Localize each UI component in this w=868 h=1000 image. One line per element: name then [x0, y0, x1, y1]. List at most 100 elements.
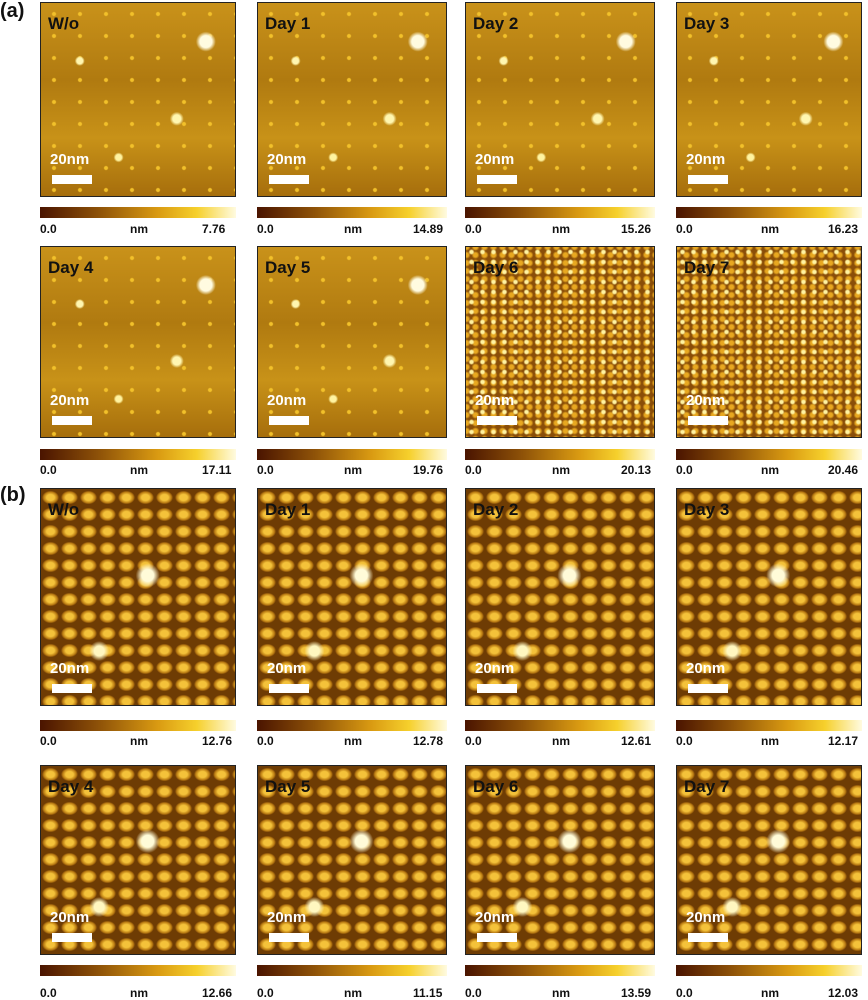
- image-title: Day 7: [684, 258, 730, 277]
- scale-bar: [688, 416, 728, 425]
- colorbar-max: 14.89: [413, 222, 444, 236]
- colorbar-min: 0.0: [465, 986, 482, 1000]
- scale-bar: [52, 684, 92, 693]
- scale-label: 20nm: [475, 660, 515, 677]
- colorbar-unit: nm: [552, 222, 570, 236]
- scale-bar: [477, 684, 517, 693]
- colorbar-min: 0.0: [257, 986, 274, 1000]
- afm-image: [676, 2, 862, 197]
- scale-bar: [52, 175, 92, 184]
- image-title: Day 7: [684, 777, 730, 796]
- colorbar-min: 0.0: [676, 734, 693, 748]
- scale-bar: [477, 175, 517, 184]
- colorbar: [676, 720, 862, 731]
- colorbar: [465, 449, 655, 460]
- image-title: Day 1: [265, 500, 311, 519]
- scale-label: 20nm: [686, 660, 726, 677]
- colorbar-max: 16.23: [828, 222, 859, 236]
- colorbar-unit: nm: [344, 222, 362, 236]
- image-title: Day 4: [48, 258, 94, 277]
- scale-label: 20nm: [686, 909, 726, 926]
- scale-label: 20nm: [267, 151, 307, 168]
- colorbar-max: 15.26: [621, 222, 652, 236]
- colorbar-unit: nm: [761, 986, 779, 1000]
- colorbar: [40, 207, 236, 218]
- colorbar-max: 12.66: [202, 986, 233, 1000]
- colorbar-min: 0.0: [465, 222, 482, 236]
- colorbar-max: 12.03: [828, 986, 859, 1000]
- colorbar-min: 0.0: [40, 222, 57, 236]
- colorbar-min: 0.0: [40, 463, 57, 477]
- colorbar-min: 0.0: [676, 222, 693, 236]
- colorbar: [465, 720, 655, 731]
- scale-label: 20nm: [475, 151, 515, 168]
- colorbar-max: 20.46: [828, 463, 859, 477]
- afm-image: [257, 765, 447, 955]
- scale-bar: [688, 175, 728, 184]
- colorbar-min: 0.0: [40, 986, 57, 1000]
- colorbar-unit: nm: [130, 463, 148, 477]
- scale-bar: [52, 933, 92, 942]
- scale-bar: [477, 933, 517, 942]
- image-title: Day 5: [265, 258, 311, 277]
- colorbar-unit: nm: [344, 734, 362, 748]
- colorbar: [40, 965, 236, 976]
- scale-label: 20nm: [267, 392, 307, 409]
- colorbar-unit: nm: [130, 734, 148, 748]
- image-title: Day 2: [473, 500, 519, 519]
- panel-label: (a): [0, 0, 25, 22]
- colorbar: [676, 207, 862, 218]
- afm-image: [257, 2, 447, 197]
- colorbar-unit: nm: [344, 986, 362, 1000]
- colorbar: [40, 720, 236, 731]
- colorbar: [257, 207, 447, 218]
- colorbar-unit: nm: [344, 463, 362, 477]
- colorbar-unit: nm: [130, 986, 148, 1000]
- scale-bar: [52, 416, 92, 425]
- colorbar: [257, 449, 447, 460]
- colorbar-max: 17.11: [202, 463, 232, 477]
- afm-image: [40, 488, 236, 706]
- scale-bar: [269, 175, 309, 184]
- colorbar: [465, 965, 655, 976]
- colorbar-max: 7.76: [202, 222, 226, 236]
- scale-bar: [688, 684, 728, 693]
- colorbar-unit: nm: [761, 222, 779, 236]
- scale-label: 20nm: [50, 909, 90, 926]
- colorbar-max: 12.17: [828, 734, 859, 748]
- afm-image: [676, 765, 862, 955]
- scale-bar: [688, 933, 728, 942]
- scale-bar: [477, 416, 517, 425]
- colorbar-unit: nm: [130, 222, 148, 236]
- colorbar-max: 11.15: [413, 986, 443, 1000]
- afm-image: [676, 246, 862, 438]
- scale-label: 20nm: [475, 909, 515, 926]
- scale-label: 20nm: [686, 392, 726, 409]
- colorbar-max: 12.78: [413, 734, 444, 748]
- image-title: Day 6: [473, 258, 519, 277]
- scale-bar: [269, 416, 309, 425]
- colorbar: [257, 965, 447, 976]
- afm-image: [40, 765, 236, 955]
- afm-image: [465, 2, 655, 197]
- image-title: W/o: [48, 500, 80, 519]
- scale-bar: [269, 684, 309, 693]
- colorbar-max: 13.59: [621, 986, 652, 1000]
- colorbar-min: 0.0: [257, 222, 274, 236]
- colorbar-unit: nm: [552, 986, 570, 1000]
- scale-label: 20nm: [267, 909, 307, 926]
- colorbar-min: 0.0: [257, 734, 274, 748]
- colorbar-min: 0.0: [40, 734, 57, 748]
- scale-label: 20nm: [686, 151, 726, 168]
- colorbar: [40, 449, 236, 460]
- colorbar: [257, 720, 447, 731]
- afm-image: [257, 246, 447, 438]
- colorbar-min: 0.0: [676, 986, 693, 1000]
- colorbar-min: 0.0: [465, 734, 482, 748]
- colorbar-unit: nm: [761, 463, 779, 477]
- colorbar: [465, 207, 655, 218]
- colorbar-max: 19.76: [413, 463, 444, 477]
- image-title: Day 5: [265, 777, 311, 796]
- scale-label: 20nm: [50, 660, 90, 677]
